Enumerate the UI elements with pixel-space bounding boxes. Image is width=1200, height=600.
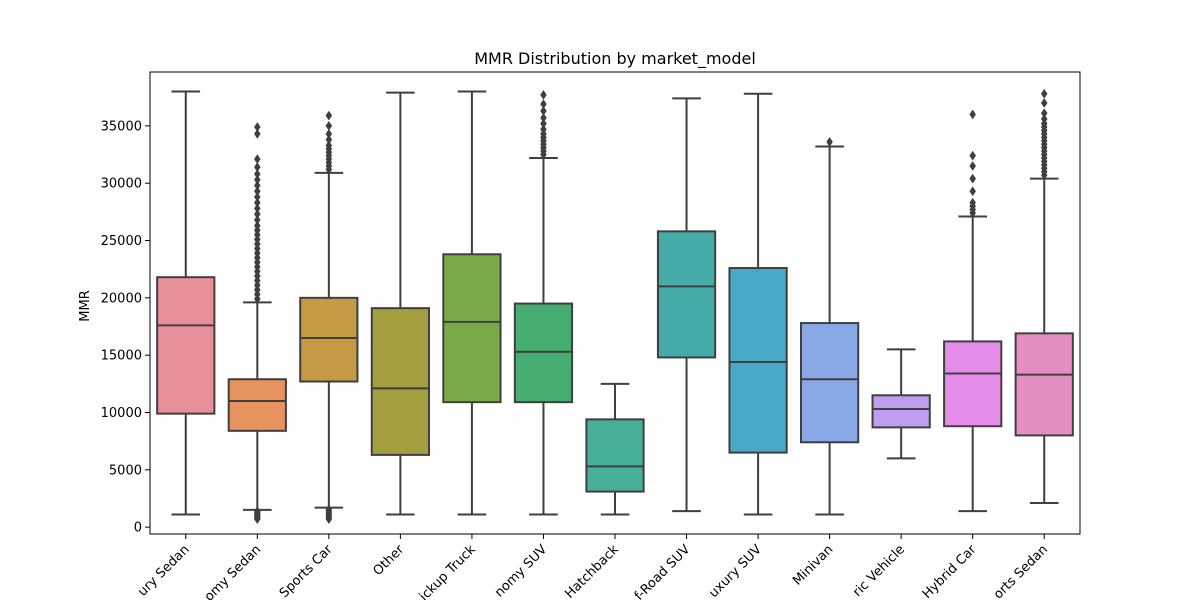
x-tick-label: Minivan <box>790 542 836 588</box>
y-tick-label: 0 <box>134 521 142 536</box>
box-7 <box>585 418 645 493</box>
outlier-point <box>1040 98 1048 108</box>
outlier-point <box>254 128 261 139</box>
x-tick-label: Hatchback <box>562 542 622 600</box>
outlier-point <box>969 197 976 208</box>
outlier-point <box>254 154 261 165</box>
chart-title: MMR Distribution by market_model <box>474 49 756 69</box>
box-1 <box>156 276 216 415</box>
outlier-point <box>325 110 333 121</box>
outlier-point <box>254 122 261 132</box>
outlier-point <box>1040 88 1048 99</box>
plot-frame <box>149 71 1081 535</box>
outlier-point <box>1040 114 1048 124</box>
x-tick-label: ickup Truck <box>417 542 479 600</box>
outlier-point <box>254 174 261 185</box>
x-tick-label: omy Sedan <box>202 542 264 600</box>
box-9 <box>728 267 788 454</box>
outlier-point <box>540 118 547 129</box>
y-tick-label: 15000 <box>101 349 142 364</box>
outlier-point <box>1040 108 1048 119</box>
box-2 <box>227 378 287 432</box>
outlier-point <box>969 150 976 161</box>
outlier-point <box>969 161 976 171</box>
box-6 <box>513 302 574 404</box>
y-tick-label: 30000 <box>101 177 142 192</box>
box-4 <box>370 307 430 456</box>
x-tick-label: Hybrid Car <box>920 542 980 600</box>
box-5 <box>442 253 502 404</box>
outlier-point <box>540 112 547 123</box>
outlier-point <box>254 209 261 220</box>
box-3 <box>299 296 359 383</box>
outlier-point <box>254 169 261 179</box>
x-tick-label: f-Road SUV <box>632 542 694 600</box>
x-tick-label: ric Vehicle <box>850 542 908 600</box>
outlier-point <box>254 203 261 214</box>
y-axis-title: MMR <box>78 290 93 321</box>
x-tick-label: Sports Car <box>277 542 336 600</box>
outlier-point <box>325 128 333 139</box>
y-tick-label: 10000 <box>101 406 142 421</box>
outlier-point <box>254 186 261 197</box>
outlier-point <box>325 134 333 145</box>
x-tick-label: Other <box>370 542 407 579</box>
outlier-point <box>969 186 976 197</box>
outlier-point <box>325 140 333 151</box>
x-tick-label: nomy SUV <box>492 542 550 600</box>
plot-area: 0 5000 10000 15000 20000 25000 30000 35000 ury S… <box>101 71 1081 600</box>
outlier-point <box>254 506 261 517</box>
x-tick-label: ury Sedan <box>135 542 192 599</box>
outlier-point <box>826 136 833 147</box>
outlier-point <box>254 197 261 208</box>
box-11 <box>871 394 931 429</box>
outlier-point <box>540 124 547 135</box>
box-13 <box>1014 332 1074 437</box>
outlier-point <box>254 180 261 191</box>
outlier-point <box>540 89 547 100</box>
y-tick-label: 20000 <box>101 291 142 306</box>
y-tick-label: 25000 <box>101 234 142 249</box>
outlier-point <box>969 109 976 120</box>
outlier-point <box>254 192 261 202</box>
outlier-point <box>254 220 261 231</box>
x-tick-label: orts Sedan <box>991 542 1051 600</box>
y-tick-label: 5000 <box>109 463 142 478</box>
outlier-point <box>540 106 547 116</box>
box-12 <box>943 340 1003 428</box>
outlier-point <box>540 99 547 110</box>
box-8 <box>656 230 717 359</box>
outlier-point <box>325 120 333 131</box>
outlier-point <box>254 162 261 173</box>
y-tick-label: 35000 <box>101 119 142 134</box>
outlier-point <box>325 504 333 515</box>
x-tick-label: uxury SUV <box>706 542 765 600</box>
box-10 <box>800 322 860 444</box>
outlier-point <box>969 173 976 184</box>
outlier-point <box>254 214 261 225</box>
